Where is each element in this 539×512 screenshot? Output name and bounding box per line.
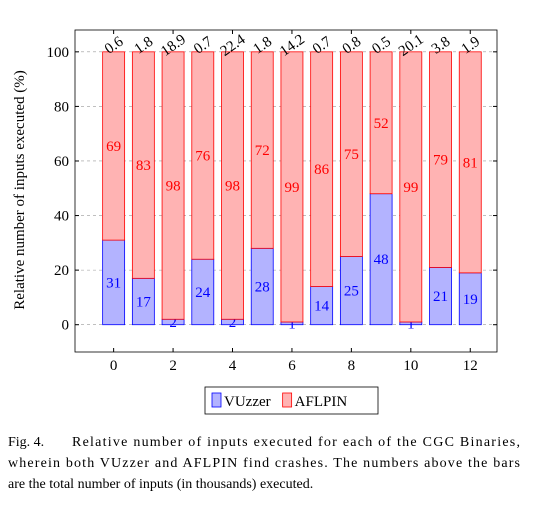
bar-value-label: 24 — [195, 285, 211, 301]
y-tick-label: 0 — [62, 318, 70, 334]
legend-swatch — [282, 392, 293, 408]
bar-value-label: 99 — [403, 180, 418, 196]
bar-value-label: 1 — [407, 316, 415, 332]
caption-line: wherein both VUzzer and AFLPIN find cras… — [8, 456, 520, 471]
caption-label: Fig. 4. — [8, 435, 44, 450]
bar-segment — [191, 51, 215, 260]
bar-segment — [369, 51, 393, 195]
bar-value-label: 69 — [106, 139, 121, 155]
y-tick-label: 80 — [54, 99, 69, 115]
bar-segment — [131, 51, 155, 279]
y-tick-label: 40 — [54, 209, 69, 225]
bar-segment — [161, 51, 185, 320]
bar-segment — [429, 51, 452, 268]
bar-value-label: 2 — [169, 315, 177, 331]
bar-value-label: 81 — [463, 155, 478, 171]
bar-value-label: 19 — [463, 292, 478, 308]
bar-value-label: 2 — [229, 315, 237, 331]
y-tick-label: 100 — [47, 45, 70, 61]
bar-value-label: 1 — [288, 316, 296, 332]
y-axis-label: Relative number of inputs executed (%) — [12, 70, 28, 310]
bar-value-label: 99 — [284, 180, 299, 196]
bar-value-label: 75 — [344, 147, 359, 163]
legend-swatch — [211, 392, 222, 408]
bar-value-label: 48 — [374, 252, 389, 268]
caption-line: Relative number of inputs executed for e… — [72, 435, 520, 450]
x-tick-label: 8 — [348, 358, 356, 374]
bar-value-label: 31 — [106, 275, 121, 291]
bar-value-label: 17 — [136, 295, 152, 311]
bar-segment — [399, 51, 423, 323]
bar-value-label: 76 — [195, 149, 211, 165]
x-tick-label: 4 — [229, 358, 237, 374]
bar-value-label: 98 — [225, 179, 240, 195]
bar-value-label: 25 — [344, 284, 359, 300]
bar-value-label: 14 — [314, 299, 330, 315]
bar-segment — [458, 51, 482, 274]
bar-value-label: 21 — [433, 289, 448, 305]
x-tick-label: 2 — [169, 358, 177, 374]
plot-frame — [74, 29, 498, 353]
caption-line: are the total number of inputs (in thous… — [8, 477, 313, 492]
bar-value-label: 72 — [255, 143, 270, 159]
bar-value-label: 83 — [136, 158, 151, 174]
y-tick-label: 60 — [54, 154, 69, 170]
legend-label: AFLPIN — [295, 394, 348, 410]
bar-value-label: 79 — [433, 153, 448, 169]
x-tick-label: 6 — [288, 358, 296, 374]
x-tick-label: 10 — [403, 358, 418, 374]
bar-segment — [102, 51, 126, 241]
bar-segment — [280, 51, 304, 323]
bar-value-label: 52 — [374, 116, 389, 132]
x-tick-label: 0 — [110, 358, 118, 374]
bar-value-label: 86 — [314, 162, 330, 178]
x-tick-label: 12 — [463, 358, 478, 374]
bar-segment — [310, 51, 334, 287]
legend-label: VUzzer — [224, 394, 271, 410]
bar-segment — [339, 51, 363, 257]
bar-segment — [250, 51, 274, 249]
legend-box — [204, 386, 379, 415]
bar-segment — [221, 51, 244, 320]
bar-value-label: 28 — [255, 280, 270, 296]
bar-value-label: 98 — [166, 179, 181, 195]
y-tick-label: 20 — [54, 263, 69, 279]
